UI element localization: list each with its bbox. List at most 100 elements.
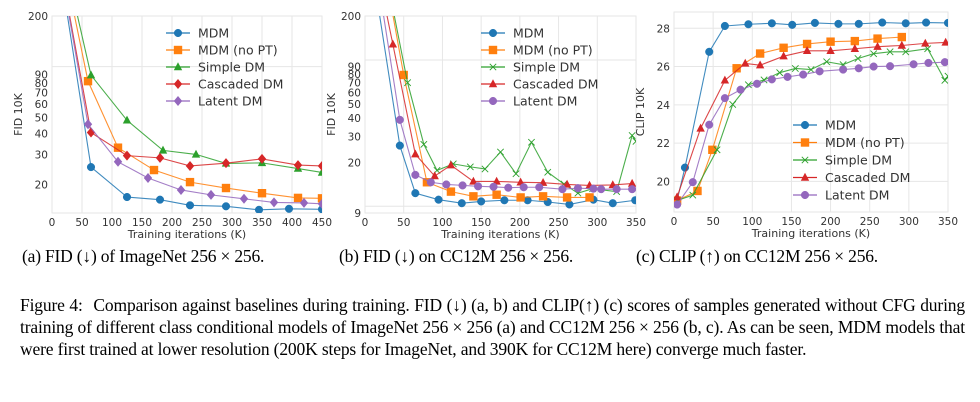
data-point-simple-dm [86,70,96,79]
data-point-mdm-no-pt [873,34,882,43]
y-tick-label: 9 [354,208,361,220]
legend-marker [800,138,810,147]
legend-label: Simple DM [198,60,265,75]
data-point-mdm-no-pt [693,186,702,196]
data-point-latent-dm [628,185,636,194]
data-point-latent-dm [839,65,848,74]
data-point-cascaded-dm [317,160,322,171]
x-tick-label: 100 [432,217,452,229]
legend-item-latent-dm: Latent DM [166,94,262,109]
data-point-latent-dm [395,115,404,124]
data-point-cascaded-dm [293,160,303,171]
data-point-latent-dm [720,94,729,103]
legend: MDM MDM (no PT) Simple DM Cascaded DM Latent… [481,26,598,109]
data-point-cascaded-dm [411,149,420,158]
data-point-latent-dm [924,58,933,67]
data-point-simple-dm [713,146,721,154]
x-tick-label: 350 [626,217,646,229]
data-point-mdm [434,195,443,204]
legend-label: MDM (no PT) [513,43,593,58]
series-latent-dm [68,16,322,209]
series-mdm-no-pt [73,16,322,203]
legend-marker [173,45,183,55]
data-point-cascaded-dm [627,178,636,187]
data-point-mdm [720,21,729,31]
x-tick-label: 350 [252,217,272,229]
data-point-mdm-no-pt [221,183,231,193]
data-point-cascaded-dm [897,40,907,49]
data-point-mdm [411,189,420,198]
data-point-mdm-no-pt [850,36,860,46]
data-point-mdm-no-pt [492,190,501,199]
data-point-latent-dm [458,181,467,190]
y-tick-label: 40 [35,129,48,141]
data-point-mdm [943,18,948,27]
data-point-latent-dm [854,64,863,73]
data-point-latent-dm [176,184,186,195]
data-point-mdm-no-pt [149,165,159,175]
data-point-latent-dm [299,197,309,208]
data-point-simple-dm [632,137,636,145]
data-point-latent-dm [442,180,451,189]
x-tick-label: 0 [671,216,678,228]
y-tick-label: 20 [348,157,361,169]
legend-item-mdm: MDM [166,26,229,41]
y-tick-label: 24 [657,100,671,112]
data-point-simple-dm [628,131,636,139]
data-point-cascaded-dm [802,46,812,55]
x-tick-label: 250 [549,217,569,229]
data-point-latent-dm [612,185,621,194]
data-point-simple-dm [941,76,948,84]
subcaption-b: (b) FID (↓) on CC12M 256 × 256. [339,246,574,266]
y-tick-label: 80 [35,78,48,90]
legend-marker [800,190,810,200]
figure-label: Figure 4: [20,295,83,315]
x-tick-label: 250 [860,216,880,228]
x-tick-label: 350 [938,216,958,228]
y-tick-label: 22 [657,138,670,150]
legend-item-cascaded-dm: Cascaded DM [793,170,910,185]
data-point-mdm [500,196,509,205]
data-point-cascaded-dm [492,176,501,185]
data-point-latent-dm [426,178,435,187]
data-point-cascaded-dm [741,58,750,67]
data-point-latent-dm [317,198,322,209]
data-point-latent-dm [886,62,895,71]
data-point-mdm-no-pt [755,49,765,58]
x-tick-label: 0 [49,217,56,229]
y-tick-label: 28 [657,23,670,35]
legend-label: MDM [513,26,544,41]
y-tick-label: 90 [348,62,361,74]
legend-item-mdm-no-pt: MDM (no PT) [166,43,278,58]
data-point-latent-dm [688,178,697,187]
legend-marker [488,28,498,38]
data-point-mdm [767,19,776,28]
data-point-cascaded-dm [720,75,730,84]
series-mdm [379,16,636,209]
data-point-cascaded-dm [850,44,860,52]
x-axis-label: Training iterations (K) [440,228,559,241]
legend-marker [488,45,498,55]
series-latent-dm [674,58,948,209]
data-point-cascaded-dm [826,46,835,55]
legend-item-mdm-no-pt: MDM (no PT) [793,135,905,150]
data-point-mdm-no-pt [802,39,812,49]
x-tick-label: 100 [102,217,122,229]
data-point-mdm-no-pt [826,37,835,46]
x-tick-label: 150 [132,217,152,229]
y-tick-label: 200 [28,11,48,23]
data-point-latent-dm [940,58,948,67]
data-point-cascaded-dm [185,160,195,171]
legend: MDM MDM (no PT) Simple DM Cascaded DM Latent… [793,118,910,203]
x-tick-label: 150 [471,217,491,229]
data-point-mdm-no-pt [562,193,572,202]
data-point-mdm [788,20,797,29]
data-point-latent-dm [473,182,483,191]
data-point-mdm-no-pt [538,192,548,201]
data-point-mdm [565,200,574,209]
y-axis-label: CLIP 10K [634,87,647,136]
x-tick-label: 50 [706,216,719,228]
data-point-mdm [631,196,636,205]
x-tick-label: 400 [282,217,302,229]
chart-b-fid-cc12m: 0 50 100 150 200 250 300 3509203040506070809020… [325,11,646,241]
